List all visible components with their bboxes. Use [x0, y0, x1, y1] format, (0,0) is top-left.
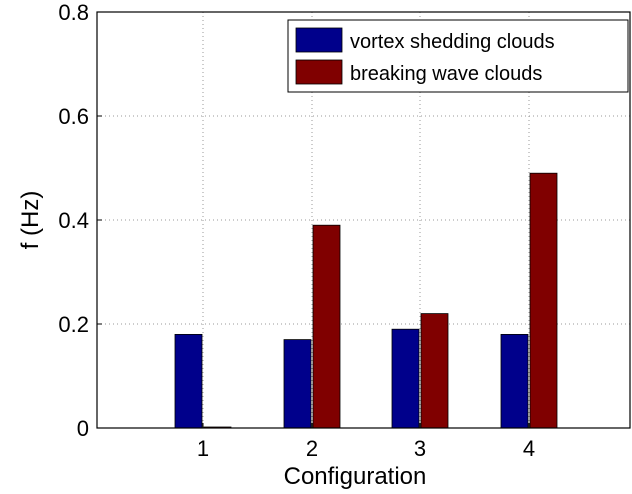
bar-vortex-4	[500, 333, 529, 429]
y-tick-label: 0.6	[58, 104, 89, 129]
x-tick-label: 1	[197, 436, 209, 461]
y-tick-label: 0.2	[58, 312, 89, 337]
legend-label-breaking: breaking wave clouds	[350, 63, 542, 85]
bar-vortex-1	[174, 333, 203, 429]
bar-breaking-3	[420, 313, 449, 429]
bar-vortex-3	[391, 328, 420, 429]
ticks: 0 0.2 0.4 0.6 0.8 1 2 3 4	[58, 0, 535, 461]
bar-breaking-2	[312, 224, 341, 429]
x-tick-label: 3	[414, 436, 426, 461]
y-tick-label: 0	[77, 416, 89, 441]
legend-swatch-vortex	[295, 27, 343, 53]
x-tick-label: 4	[523, 436, 535, 461]
bar-breaking-4	[529, 172, 558, 429]
y-tick-label: 0.4	[58, 208, 89, 233]
legend: vortex shedding clouds breaking wave clo…	[287, 19, 629, 93]
legend-box	[287, 19, 629, 93]
x-tick-label: 2	[306, 436, 318, 461]
x-axis-label: Configuration	[284, 463, 427, 490]
legend-swatch-breaking	[295, 59, 343, 85]
y-axis-label: f (Hz)	[17, 191, 44, 250]
bars	[174, 172, 558, 429]
bar-vortex-2	[283, 339, 312, 429]
legend-label-vortex: vortex shedding clouds	[350, 31, 555, 53]
y-tick-label: 0.8	[58, 0, 89, 25]
